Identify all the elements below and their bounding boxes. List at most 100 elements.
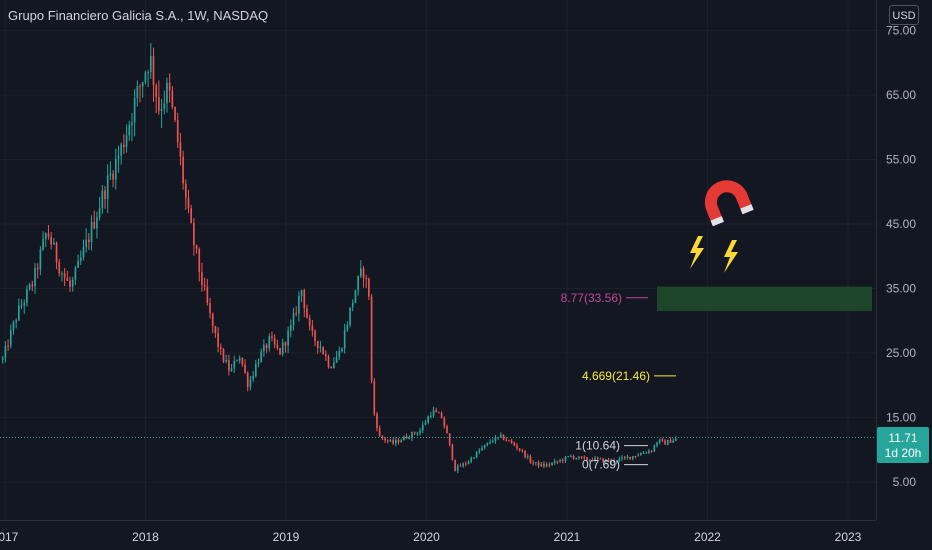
candle [470, 456, 473, 464]
candle [284, 341, 287, 353]
candle [125, 124, 128, 153]
candle [7, 339, 9, 352]
candle [448, 433, 451, 447]
grid-layer [0, 0, 876, 520]
candle [486, 442, 489, 447]
candle [96, 211, 98, 239]
candle [201, 262, 203, 292]
candle [265, 343, 268, 353]
candle [20, 299, 23, 309]
candle [605, 458, 607, 465]
fib-level-label: 1(10.64) [575, 439, 620, 453]
candle [526, 453, 529, 460]
candle [211, 312, 214, 334]
candle [1, 355, 4, 364]
candle [653, 444, 656, 453]
candle [338, 346, 341, 360]
candle [661, 437, 664, 443]
candle [152, 47, 155, 102]
price-tick-label: 45.00 [886, 217, 916, 231]
price-tick-label: 15.00 [886, 411, 916, 425]
candle [540, 461, 543, 467]
candle [254, 359, 257, 378]
candle [303, 288, 306, 318]
candle [206, 278, 209, 306]
candle [626, 454, 629, 460]
candle [28, 282, 31, 291]
candle [572, 454, 575, 460]
candle [246, 371, 249, 392]
candle [618, 456, 621, 463]
candle [271, 331, 273, 342]
time-tick-label: 2020 [413, 530, 440, 544]
candle [483, 444, 486, 450]
candle [15, 318, 17, 329]
candle [351, 299, 354, 312]
candle [230, 364, 233, 372]
candle [637, 452, 640, 457]
fib-layer: 0(7.69) 1(10.64) 4.669(21.46) 8.77(33.56) [561, 291, 676, 472]
candle [306, 304, 308, 319]
candle [187, 189, 190, 214]
candle [642, 450, 645, 454]
time-tick-label: 2019 [273, 530, 300, 544]
candle [397, 438, 400, 445]
candle [292, 307, 295, 331]
candle [217, 327, 219, 353]
candle [521, 448, 524, 453]
candle [421, 421, 424, 434]
candle [440, 411, 443, 419]
time-axis[interactable]: 2017 2018 2019 2020 2021 2022 2023 [0, 530, 862, 544]
candle [650, 450, 653, 453]
candle [120, 142, 123, 165]
candle [494, 434, 497, 444]
candle [222, 348, 225, 364]
price-tick-label: 55.00 [886, 153, 916, 167]
candle [354, 289, 357, 304]
candle [182, 150, 184, 190]
candle [44, 232, 47, 248]
candle [629, 456, 631, 461]
currency-button[interactable]: USD [889, 5, 919, 25]
candle [610, 458, 613, 465]
candle [228, 354, 230, 376]
candle [596, 456, 599, 462]
lightning-icon [690, 236, 704, 269]
candle [112, 169, 114, 188]
candle [456, 464, 459, 474]
candle [588, 458, 591, 463]
candle [131, 112, 133, 142]
candle [249, 375, 252, 391]
candle [260, 348, 263, 363]
candle [36, 263, 39, 279]
candle [357, 275, 359, 296]
candle [114, 148, 117, 190]
price-badge-bg [877, 427, 929, 463]
candle [666, 439, 669, 446]
price-tick-label: 35.00 [886, 282, 916, 296]
price-axis[interactable]: 75.00 65.00 55.00 45.00 35.00 25.00 15.00 5.00 [886, 24, 916, 490]
candle [90, 215, 93, 251]
candle [478, 448, 481, 455]
candle [378, 425, 381, 437]
candle [287, 326, 289, 353]
candle [570, 454, 572, 458]
candle [63, 267, 66, 287]
candle [85, 228, 88, 253]
candle [416, 431, 419, 437]
time-tick-label: 2021 [554, 530, 581, 544]
candle [179, 132, 182, 166]
candle [500, 432, 502, 438]
candle [4, 341, 7, 363]
fib-level-label: 4.669(21.46) [582, 369, 650, 383]
candle [359, 260, 362, 279]
candle [50, 231, 52, 250]
candle [648, 448, 650, 455]
candle [184, 179, 187, 210]
symbol-title[interactable]: Grupo Financiero Galicia S.A., 1W, NASDA… [8, 8, 269, 23]
candles-layer [1, 42, 677, 474]
candle [518, 448, 521, 452]
lightning-icon [724, 240, 738, 273]
